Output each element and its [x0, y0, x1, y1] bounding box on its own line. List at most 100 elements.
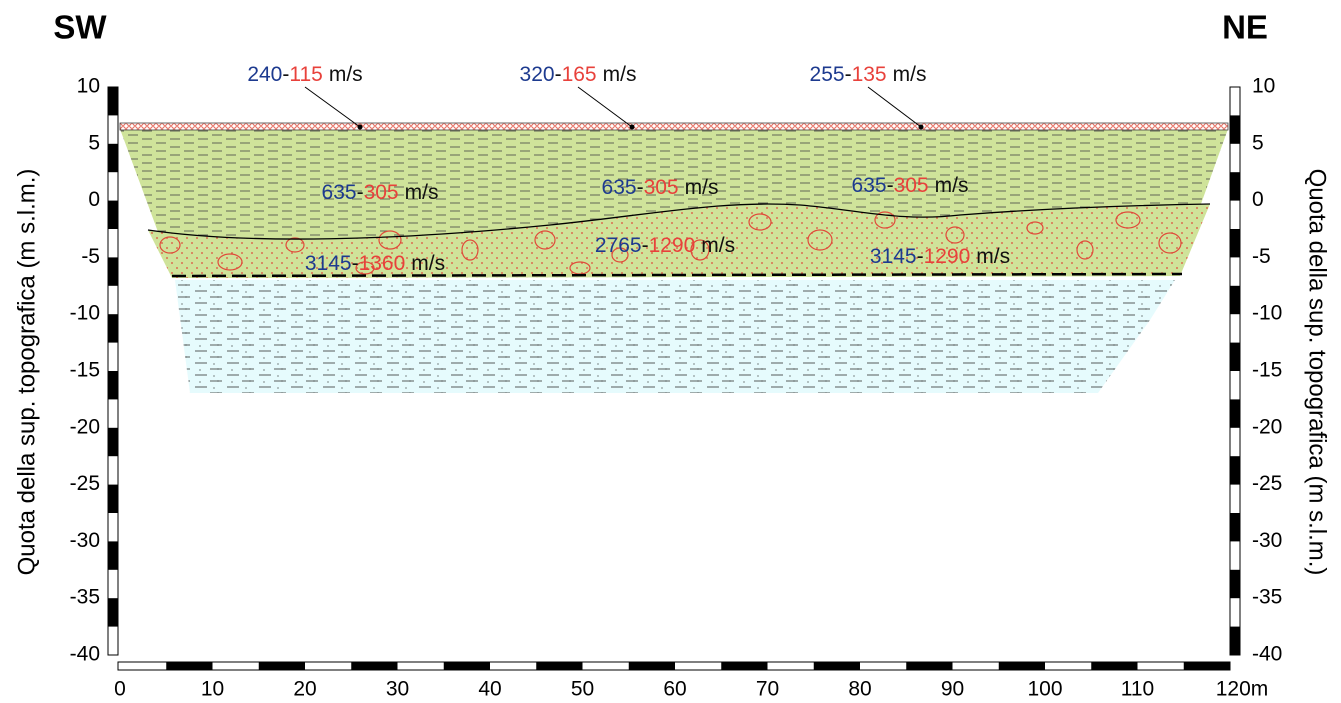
- y-tick-label: -35: [1252, 586, 1282, 609]
- scale-block: [351, 662, 397, 670]
- velocity-part: 635: [602, 176, 637, 199]
- velocity-label: 255-135 m/s: [810, 63, 927, 86]
- y-axis-label: Quota della sup. topografica (m s.l.m.): [1304, 169, 1331, 576]
- y-tick-label: -40: [70, 643, 100, 666]
- velocity-part: 115: [289, 63, 322, 86]
- scale-block: [444, 662, 490, 670]
- clay-layer: [175, 280, 1175, 393]
- y-tick-label: -40: [1252, 643, 1282, 666]
- velocity-unit: m/s: [329, 63, 363, 86]
- scale-block: [108, 87, 118, 115]
- scale-block: [906, 662, 952, 670]
- y-tick-label: 10: [1252, 75, 1275, 98]
- x-tick-label: 10: [201, 678, 224, 701]
- scale-block: [1230, 513, 1240, 541]
- velocity-part: -: [352, 252, 359, 275]
- leader-point: [358, 125, 363, 130]
- velocity-part: 635: [322, 181, 357, 204]
- velocity-part: -: [357, 181, 364, 204]
- x-tick-label: 40: [478, 678, 501, 701]
- velocity-part: -: [887, 174, 894, 197]
- y-tick-label: -35: [70, 586, 100, 609]
- direction-label: SW: [53, 9, 107, 46]
- velocity-part: 240: [247, 63, 282, 86]
- x-tick-label: 120m: [1216, 678, 1269, 701]
- velocity-label: 240-115 m/s: [247, 63, 362, 86]
- scale-block: [259, 662, 305, 670]
- y-tick-label: -20: [70, 415, 100, 438]
- scale-block: [1230, 229, 1240, 257]
- leader-line: [868, 87, 921, 127]
- velocity-part: 3145: [305, 252, 352, 275]
- scale-block: [999, 662, 1045, 670]
- velocity-part: -: [555, 63, 562, 86]
- velocity-part: 635: [852, 174, 887, 197]
- scale-block: [108, 598, 118, 626]
- scale-block: [721, 662, 767, 670]
- velocity-unit: m/s: [893, 63, 927, 86]
- x-tick-label: 90: [941, 678, 964, 701]
- velocity-part: -: [282, 63, 289, 86]
- y-tick-label: -20: [1252, 415, 1282, 438]
- x-tick-label: 60: [663, 678, 686, 701]
- velocity-label: 635-305 m/s: [852, 174, 969, 197]
- scale-block: [108, 144, 118, 172]
- velocity-part: -: [845, 63, 852, 86]
- y-tick-label: 0: [1252, 188, 1264, 211]
- x-tick-label: 70: [756, 678, 779, 701]
- y-axis-label: Quota della sup. topografica (m s.l.m.): [13, 169, 40, 576]
- velocity-unit: m/s: [405, 181, 439, 204]
- velocity-unit: m/s: [701, 234, 735, 257]
- scale-block: [108, 201, 118, 229]
- velocity-part: 305: [894, 174, 929, 197]
- velocity-label: 635-305 m/s: [602, 176, 719, 199]
- cross-section: SW NE Quota della sup. topografica (m s.…: [0, 0, 1341, 703]
- velocity-part: 255: [810, 63, 845, 86]
- y-tick-label: 0: [88, 188, 100, 211]
- velocity-part: 2765: [595, 234, 642, 257]
- scale-block: [1230, 172, 1240, 200]
- scale-block: [1230, 570, 1240, 598]
- velocity-label: 320-165m/s: [520, 63, 637, 86]
- y-tick-label: -15: [70, 359, 100, 382]
- velocity-part: -: [642, 234, 649, 257]
- scale-block: [1184, 662, 1230, 670]
- scale-block: [1091, 662, 1137, 670]
- topsoil-layer: [120, 123, 1228, 130]
- direction-label: NE: [1222, 9, 1268, 46]
- velocity-unit: m/s: [685, 176, 719, 199]
- leader-line: [578, 87, 632, 127]
- y-tick-label: -30: [1252, 529, 1282, 552]
- scale-block: [108, 314, 118, 342]
- x-tick-label: 0: [114, 678, 126, 701]
- velocity-part: 3145: [870, 245, 917, 268]
- scale-block: [629, 662, 675, 670]
- velocity-part: 1290: [649, 234, 696, 257]
- y-tick-label: -10: [1252, 302, 1282, 325]
- scale-block: [108, 485, 118, 513]
- velocity-part: 1290: [924, 245, 971, 268]
- scale-block: [1230, 343, 1240, 371]
- scale-block: [1230, 627, 1240, 655]
- scale-block: [108, 257, 118, 285]
- velocity-unit: m/s: [603, 63, 637, 86]
- y-tick-label: -5: [81, 245, 100, 268]
- leader-point: [919, 125, 924, 130]
- velocity-part: 305: [364, 181, 399, 204]
- velocity-unit: m/s: [935, 174, 969, 197]
- velocity-part: -: [917, 245, 924, 268]
- velocity-unit: m/s: [411, 252, 445, 275]
- y-tick-label: 5: [1252, 131, 1264, 154]
- y-tick-label: -25: [1252, 472, 1282, 495]
- velocity-part: -: [637, 176, 644, 199]
- y-tick-label: -15: [1252, 359, 1282, 382]
- velocity-label: 635-305 m/s: [322, 181, 439, 204]
- y-tick-label: 10: [77, 75, 100, 98]
- scale-block: [1230, 115, 1240, 143]
- y-tick-label: -25: [70, 472, 100, 495]
- velocity-part: 305: [644, 176, 679, 199]
- velocity-part: 135: [852, 63, 887, 86]
